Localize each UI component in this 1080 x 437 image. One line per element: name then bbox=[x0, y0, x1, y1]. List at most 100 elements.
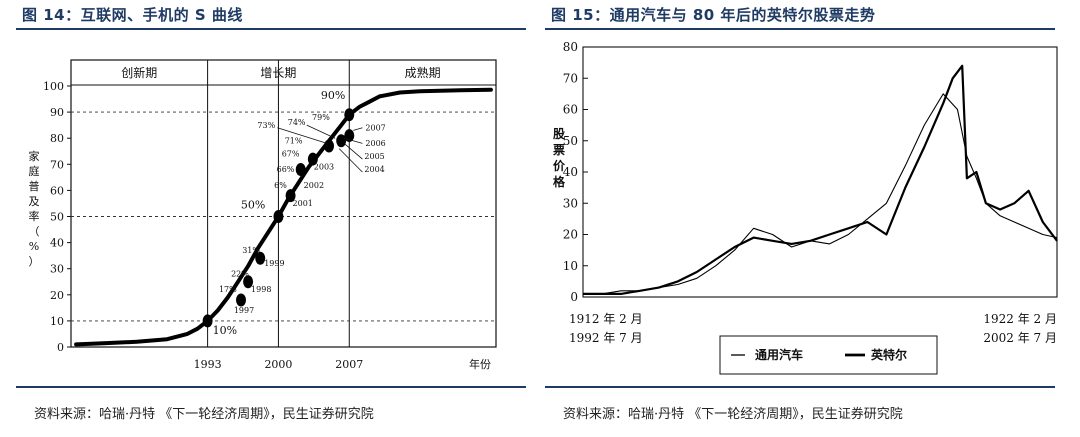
y-axis-label-char: 庭 bbox=[29, 164, 40, 178]
y-axis-label-char: 股 bbox=[553, 126, 566, 141]
y-axis-label-char: % bbox=[29, 240, 39, 253]
phase-label: 创新期 bbox=[121, 65, 157, 80]
y-tick-label: 50 bbox=[563, 134, 578, 148]
y-axis-label-char: 格 bbox=[553, 174, 566, 189]
x-start-label: 1992 年 7 月 bbox=[569, 331, 643, 345]
point-year-label: 2001 bbox=[293, 199, 313, 208]
data-point bbox=[255, 251, 266, 265]
data-point bbox=[273, 210, 284, 223]
point-year-label: 1998 bbox=[251, 285, 271, 294]
y-tick-label: 0 bbox=[57, 341, 64, 354]
percent-annotation: 17% bbox=[219, 285, 237, 294]
y-tick-label: 40 bbox=[563, 165, 578, 179]
point-year-label: 2006 bbox=[365, 139, 385, 148]
x-start-label: 1912 年 2 月 bbox=[569, 312, 643, 326]
y-axis-label-char: （ bbox=[29, 225, 40, 238]
x-tick-label: 2007 bbox=[335, 358, 363, 371]
y-tick-label: 80 bbox=[50, 132, 64, 145]
point-year-label: 2002 bbox=[304, 181, 324, 190]
label-leader-line bbox=[338, 148, 363, 173]
y-tick-label: 40 bbox=[50, 237, 64, 250]
percent-annotation: 74% bbox=[288, 118, 306, 127]
y-axis-label-char: 率 bbox=[29, 209, 40, 223]
y-axis-label-char: ） bbox=[29, 255, 40, 268]
percent-annotation: 22% bbox=[231, 270, 249, 279]
point-year-label: 1997 bbox=[234, 306, 254, 315]
figure-14-panel: 图 14：互联网、手机的 S 曲线 创新期 增长期 成熟期 0 10 20 30 40 50 60… bbox=[16, 0, 526, 437]
x-tick-label: 2000 bbox=[264, 358, 292, 371]
bottom-rule bbox=[16, 386, 526, 388]
plot-frame bbox=[582, 46, 1058, 298]
y-tick-label: 30 bbox=[50, 263, 64, 276]
source-note: 资料来源：哈瑞·丹特 《下一轮经济周期》，民生证券研究院 bbox=[34, 407, 374, 422]
x-axis-label: 年份 bbox=[469, 357, 491, 371]
data-point bbox=[236, 293, 246, 307]
figure-15-panel: 图 15：通用汽车与 80 年后的英特尔股票走势 0 10 20 30 40 50 60 70… bbox=[545, 0, 1058, 437]
percent-annotation: 73% bbox=[257, 121, 275, 130]
label-leader-line bbox=[343, 143, 363, 160]
data-point bbox=[336, 134, 347, 148]
data-point bbox=[202, 314, 213, 328]
point-year-label: 2003 bbox=[314, 163, 334, 172]
label-leader-line bbox=[344, 137, 363, 144]
x-end-label: 1922 年 2 月 bbox=[983, 312, 1057, 326]
y-tick-label: 100 bbox=[43, 80, 64, 93]
percent-annotation: 66% bbox=[277, 165, 295, 174]
phase-label: 成熟期 bbox=[405, 65, 441, 80]
data-point bbox=[243, 275, 254, 289]
y-axis-label-char: 价 bbox=[553, 159, 566, 173]
y-tick-label: 80 bbox=[563, 40, 578, 54]
data-point bbox=[344, 108, 355, 122]
title-rule bbox=[545, 28, 1055, 30]
y-tick-label: 30 bbox=[563, 196, 578, 210]
percent-annotation: 90% bbox=[321, 89, 345, 102]
x-tick-label: 1993 bbox=[194, 358, 222, 371]
legend-label: 英特尔 bbox=[871, 347, 907, 362]
label-leader-line bbox=[353, 127, 363, 131]
y-tick-label: 70 bbox=[50, 158, 64, 171]
y-tick-label: 60 bbox=[50, 184, 64, 197]
data-point bbox=[307, 152, 318, 166]
figure-title: 图 14：互联网、手机的 S 曲线 bbox=[22, 6, 243, 24]
y-tick-label: 90 bbox=[50, 106, 64, 119]
s-curve-chart: 创新期 增长期 成熟期 0 10 20 30 40 50 60 70 80 90 100 1993 2000 2… bbox=[29, 59, 497, 371]
legend-box bbox=[719, 335, 938, 375]
y-tick-label: 60 bbox=[563, 103, 578, 117]
percent-annotation: 50% bbox=[241, 199, 265, 212]
percent-annotation: 79% bbox=[312, 113, 330, 122]
bottom-rule bbox=[545, 386, 1055, 388]
data-point bbox=[285, 189, 296, 203]
percent-annotation: 6% bbox=[274, 181, 287, 190]
percent-annotation: 10% bbox=[213, 324, 237, 337]
series-line-2 bbox=[583, 64, 1058, 295]
series-line-1 bbox=[583, 93, 1058, 295]
legend-label: 通用汽车 bbox=[755, 347, 803, 362]
y-tick-label: 10 bbox=[563, 259, 578, 273]
percent-annotation: 67% bbox=[282, 149, 300, 158]
y-tick-label: 10 bbox=[50, 315, 64, 328]
y-axis-label-char: 普 bbox=[29, 179, 40, 193]
plot-frame bbox=[70, 59, 497, 348]
y-tick-label: 0 bbox=[570, 290, 578, 304]
point-year-label: 2004 bbox=[364, 165, 384, 174]
y-axis-label-char: 及 bbox=[29, 195, 40, 208]
percent-annotation: 31% bbox=[242, 246, 260, 255]
x-end-label: 2002 年 7 月 bbox=[983, 331, 1057, 345]
y-tick-label: 20 bbox=[563, 228, 578, 242]
y-axis-label-char: 票 bbox=[553, 143, 565, 157]
y-tick-label: 20 bbox=[50, 289, 64, 302]
data-point bbox=[344, 129, 355, 143]
y-axis-label-char: 家 bbox=[29, 149, 40, 163]
y-tick-label: 50 bbox=[50, 211, 64, 224]
y-tick-label: 70 bbox=[563, 71, 578, 85]
data-point bbox=[295, 163, 306, 177]
source-note: 资料来源：哈瑞·丹特 《下一轮经济周期》，民生证券研究院 bbox=[563, 407, 903, 422]
annotation-leader-line bbox=[277, 127, 328, 144]
point-year-label: 1999 bbox=[264, 259, 284, 268]
title-rule bbox=[16, 28, 526, 30]
annotation-leader-line bbox=[306, 124, 336, 139]
phase-label: 增长期 bbox=[260, 66, 296, 80]
data-point bbox=[324, 139, 335, 153]
s-curve-line bbox=[74, 87, 493, 347]
